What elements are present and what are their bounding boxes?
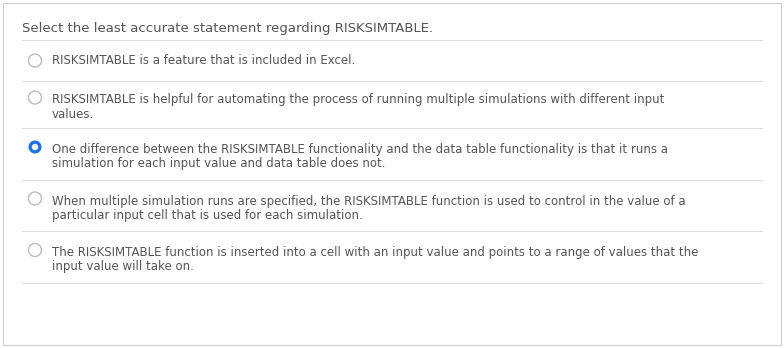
Circle shape [28, 192, 42, 205]
Text: values.: values. [52, 108, 94, 120]
Text: simulation for each input value and data table does not.: simulation for each input value and data… [52, 157, 386, 170]
Text: Select the least accurate statement regarding RISKSIMTABLE.: Select the least accurate statement rega… [22, 22, 433, 35]
Text: One difference between the RISKSIMTABLE functionality and the data table functio: One difference between the RISKSIMTABLE … [52, 143, 668, 156]
Text: particular input cell that is used for each simulation.: particular input cell that is used for e… [52, 208, 363, 221]
Text: The RISKSIMTABLE function is inserted into a cell with an input value and points: The RISKSIMTABLE function is inserted in… [52, 246, 699, 259]
Circle shape [28, 141, 42, 153]
Text: input value will take on.: input value will take on. [52, 260, 194, 273]
Circle shape [32, 144, 38, 150]
Circle shape [28, 91, 42, 104]
Circle shape [28, 244, 42, 256]
Text: When multiple simulation runs are specified, the RISKSIMTABLE function is used t: When multiple simulation runs are specif… [52, 195, 686, 207]
Circle shape [28, 54, 42, 67]
FancyBboxPatch shape [3, 3, 781, 345]
Text: RISKSIMTABLE is helpful for automating the process of running multiple simulatio: RISKSIMTABLE is helpful for automating t… [52, 94, 664, 106]
Text: RISKSIMTABLE is a feature that is included in Excel.: RISKSIMTABLE is a feature that is includ… [52, 55, 355, 68]
